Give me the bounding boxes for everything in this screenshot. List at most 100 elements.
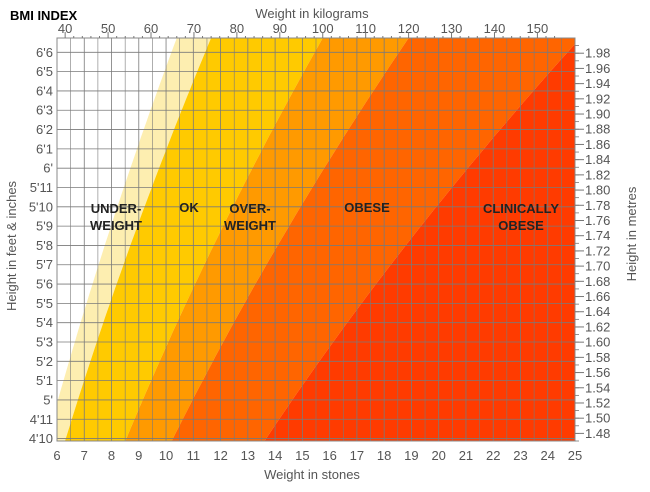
metre-tick-label: 1.74 (585, 228, 610, 243)
stone-tick-label: 20 (431, 448, 445, 463)
kg-tick-label: 110 (355, 21, 376, 36)
metre-tick-label: 1.94 (585, 76, 610, 91)
bottom-axis-title: Weight in stones (264, 467, 360, 482)
overweight-zone (125, 38, 409, 441)
kg-tick-label: 150 (527, 21, 549, 36)
stone-tick-label: 25 (568, 448, 582, 463)
metre-tick-label: 1.86 (585, 137, 610, 152)
metre-tick-label: 1.98 (585, 46, 610, 61)
left-feet-axis: 4'10 4'11 5' 5'1 5'2 5'3 5'4 5'5 5'6 5'7 5'8 5'9 5'1… (29, 45, 53, 446)
feet-tick-label: 5'2 (36, 354, 53, 369)
right-metres-axis: 1.481.501.521.541.561.581.601.621.641.66… (575, 45, 610, 442)
feet-tick-label: 5'11 (30, 180, 53, 195)
stone-tick-label: 10 (159, 448, 173, 463)
clinically-obese-label-line2: OBESE (498, 218, 544, 233)
metre-tick-label: 1.76 (585, 213, 610, 228)
metre-tick-label: 1.52 (585, 395, 610, 410)
stone-tick-label: 8 (108, 448, 115, 463)
stone-tick-label: 12 (213, 448, 227, 463)
underweight-label-line1: UNDER- (91, 201, 142, 216)
feet-tick-label: 4'10 (29, 431, 53, 446)
metre-tick-label: 1.78 (585, 198, 610, 213)
metre-tick-label: 1.62 (585, 319, 610, 334)
clinically-obese-label-line1: CLINICALLY (483, 201, 559, 216)
kg-tick-label: 40 (58, 21, 72, 36)
metre-tick-label: 1.58 (585, 350, 610, 365)
zone-layer (57, 38, 575, 441)
kg-tick-label: 100 (312, 21, 334, 36)
feet-tick-label: 6'5 (36, 64, 53, 79)
metre-tick-label: 1.64 (585, 304, 610, 319)
obese-zone (171, 38, 575, 441)
metre-tick-label: 1.50 (585, 411, 610, 426)
kg-tick-label: 140 (484, 21, 506, 36)
bottom-stones-axis: 6 7 8 9 10 11 12 13 14 15 16 17 18 19 20 21 22 23 24 25 (53, 448, 582, 463)
plot-frame (56, 37, 576, 442)
metre-tick-label: 1.84 (585, 152, 610, 167)
feet-tick-label: 5'4 (36, 315, 53, 330)
metre-tick-label: 1.96 (585, 61, 610, 76)
feet-tick-label: 6'2 (36, 122, 53, 137)
metre-tick-label: 1.54 (585, 380, 610, 395)
metre-tick-label: 1.68 (585, 274, 610, 289)
feet-tick-label: 5'9 (36, 219, 53, 234)
stone-tick-label: 9 (135, 448, 142, 463)
feet-tick-label: 6'3 (36, 103, 53, 118)
overweight-label-line1: OVER- (229, 201, 270, 216)
feet-tick-label: 5'8 (36, 238, 53, 253)
feet-tick-label: 6'1 (36, 141, 53, 156)
right-axis-title: Height in metres (624, 186, 639, 281)
metre-tick-label: 1.70 (585, 259, 610, 274)
kg-tick-label: 120 (398, 21, 420, 36)
kg-tick-label: 80 (230, 21, 244, 36)
metre-tick-label: 1.88 (585, 122, 610, 137)
grid-lines (57, 38, 575, 441)
feet-tick-label: 5'5 (36, 296, 53, 311)
obese-label: OBESE (344, 200, 390, 215)
top-axis-title: Weight in kilograms (255, 6, 369, 21)
metre-tick-label: 1.60 (585, 335, 610, 350)
zone-labels: UNDER- WEIGHT OK OVER- WEIGHT OBESE CLIN… (90, 200, 559, 233)
stone-tick-label: 17 (350, 448, 364, 463)
stone-tick-label: 21 (459, 448, 473, 463)
underweight-label-line2: WEIGHT (90, 218, 142, 233)
feet-tick-label: 5'10 (29, 199, 53, 214)
feet-tick-label: 6'6 (36, 45, 53, 60)
stone-tick-label: 24 (541, 448, 555, 463)
metre-tick-label: 1.56 (585, 365, 610, 380)
feet-tick-label: 6' (43, 161, 53, 176)
metre-tick-label: 1.72 (585, 243, 610, 258)
kg-tick-label: 50 (101, 21, 115, 36)
feet-tick-label: 5'6 (36, 277, 53, 292)
stone-tick-label: 23 (513, 448, 527, 463)
kg-tick-label: 70 (187, 21, 201, 36)
metre-tick-label: 1.90 (585, 107, 610, 122)
stone-tick-label: 19 (404, 448, 418, 463)
stone-tick-label: 14 (268, 448, 282, 463)
feet-tick-label: 5'3 (36, 334, 53, 349)
overweight-label-line2: WEIGHT (224, 218, 276, 233)
metre-tick-label: 1.92 (585, 91, 610, 106)
stone-tick-label: 16 (322, 448, 336, 463)
stone-tick-label: 13 (241, 448, 255, 463)
stone-tick-label: 11 (187, 448, 201, 463)
chart-title: BMI INDEX (10, 8, 78, 23)
kg-tick-label: 60 (144, 21, 158, 36)
metre-tick-label: 1.48 (585, 426, 610, 441)
kg-tick-label: 90 (273, 21, 287, 36)
ok-label: OK (179, 200, 199, 215)
left-axis-title: Height in feet & inches (4, 180, 19, 311)
metre-tick-label: 1.66 (585, 289, 610, 304)
feet-tick-label: 6'4 (36, 83, 53, 98)
stone-tick-label: 7 (81, 448, 88, 463)
metre-tick-label: 1.82 (585, 167, 610, 182)
kg-tick-label: 130 (441, 21, 463, 36)
top-kg-axis: 40 50 60 70 80 90 100 110 120 130 140 150 (58, 21, 556, 38)
underweight-pale-band (57, 38, 212, 441)
feet-tick-label: 5'1 (36, 373, 53, 388)
stone-tick-label: 15 (295, 448, 309, 463)
metre-tick-label: 1.80 (585, 183, 610, 198)
stone-tick-label: 22 (486, 448, 500, 463)
stone-tick-label: 18 (377, 448, 391, 463)
